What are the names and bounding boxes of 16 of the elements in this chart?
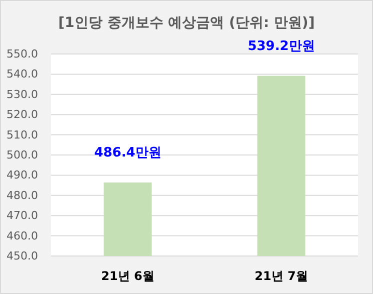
y-tick-label: 480.0 (6, 188, 38, 202)
y-tick-label: 510.0 (6, 128, 38, 142)
y-tick-label: 460.0 (6, 229, 38, 242)
y-tick-label: 470.0 (6, 209, 38, 222)
y-tick-label: 520.0 (6, 108, 38, 122)
data-label: 539.2만원 (248, 38, 315, 54)
chart-title: [1인당 중개보수 예상금액 (단위: 만원)] (58, 15, 315, 31)
y-tick-label: 490.0 (6, 168, 38, 182)
x-tick-label: 21년 6월 (101, 269, 154, 283)
y-tick-label: 450.0 (6, 250, 38, 262)
y-tick-label: 550.0 (6, 48, 38, 60)
y-tick-label: 540.0 (6, 68, 38, 81)
y-tick-label: 500.0 (6, 148, 38, 162)
x-tick-label: 21년 7월 (254, 269, 308, 283)
data-label: 486.4만원 (94, 145, 162, 160)
y-tick-label: 530.0 (6, 88, 38, 101)
